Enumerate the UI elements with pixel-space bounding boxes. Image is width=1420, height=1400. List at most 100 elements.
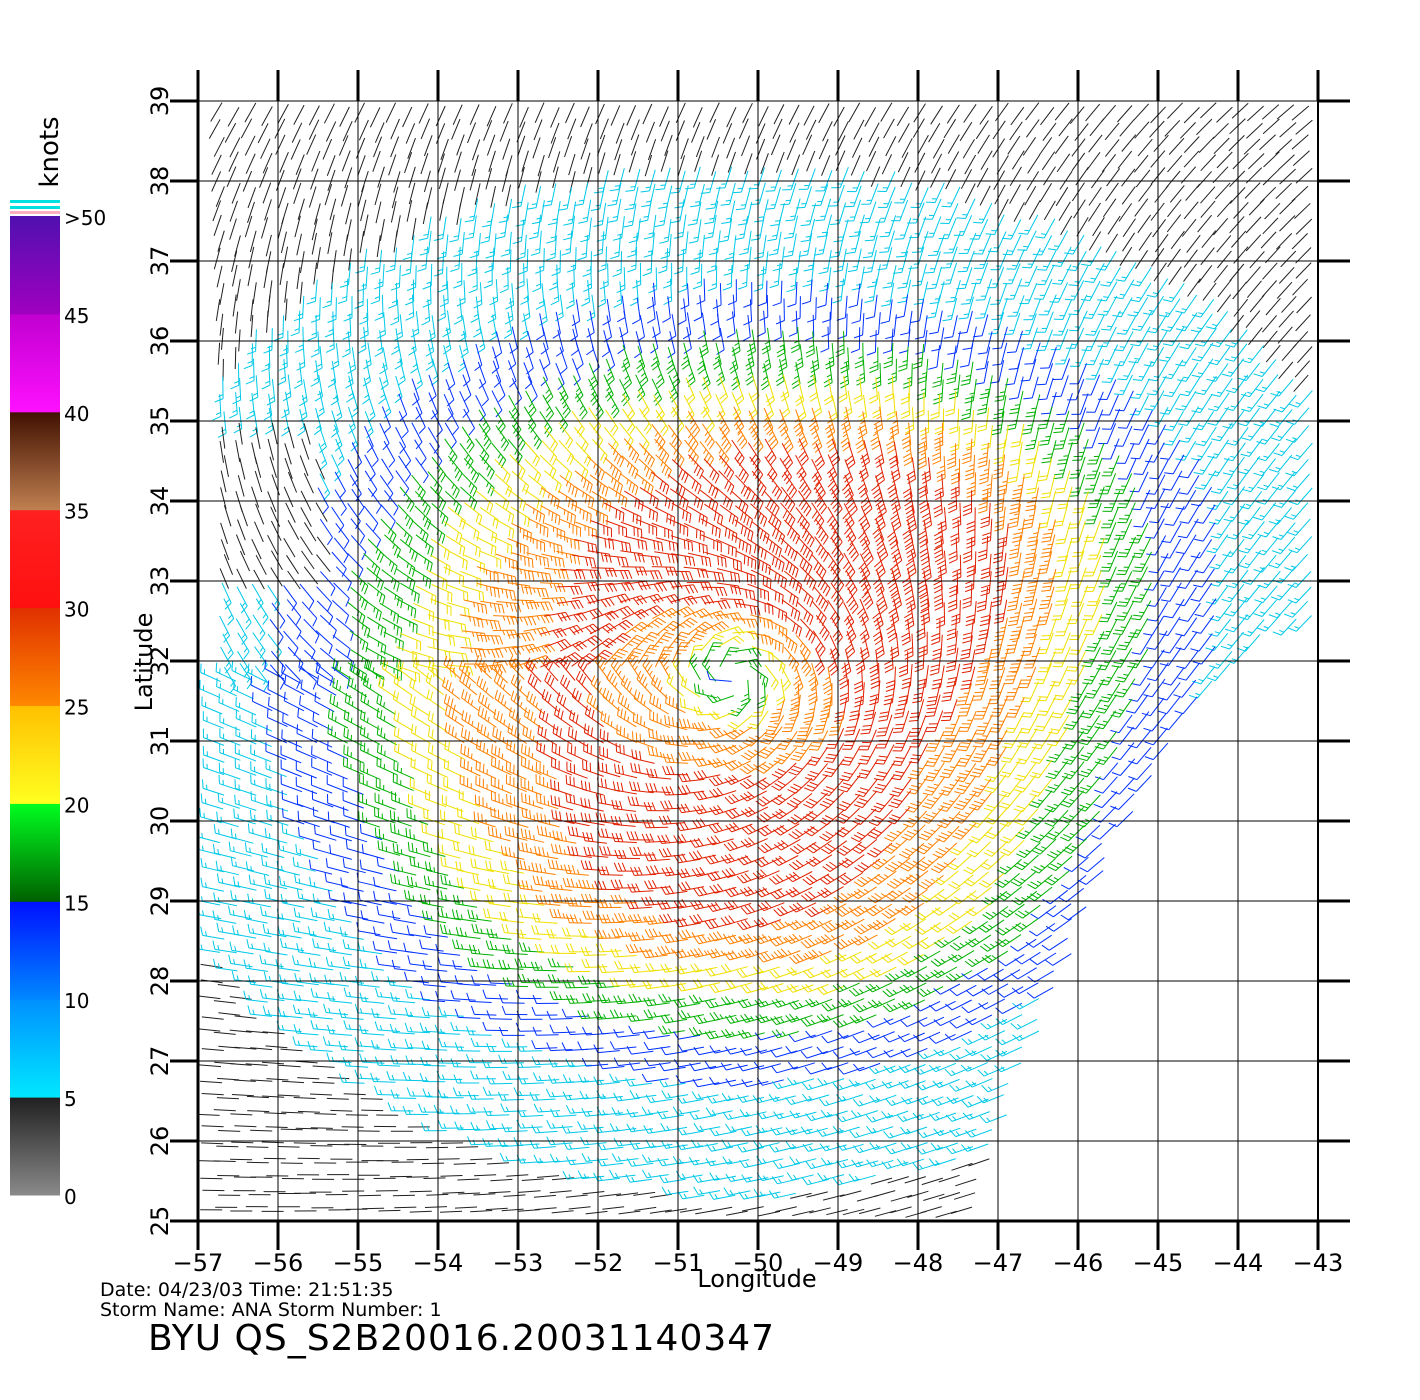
wind-barb (1037, 250, 1057, 271)
wind-barb (533, 1194, 556, 1198)
wind-barb (736, 1144, 764, 1153)
wind-barb (675, 1170, 703, 1180)
wind-barb (758, 106, 769, 127)
wind-barb (1291, 233, 1308, 250)
wind-barb (1229, 314, 1244, 333)
wind-barb (216, 265, 223, 288)
wind-barb (324, 872, 348, 888)
wind-barb (801, 983, 829, 993)
wind-barb (574, 182, 589, 207)
wind-barb (404, 1038, 431, 1050)
wind-barb (702, 376, 712, 404)
wind-barb (722, 1111, 750, 1120)
wind-barb (1012, 918, 1039, 932)
wind-barb (763, 584, 784, 605)
wind-barb (1269, 454, 1293, 473)
wind-barb (905, 585, 916, 613)
wind-barb (646, 296, 656, 324)
wind-barb (421, 823, 444, 840)
wind-barb (565, 1194, 588, 1198)
wind-barb (230, 828, 254, 844)
wind-barb (1270, 378, 1294, 397)
wind-barb (1287, 571, 1312, 588)
wind-barb (367, 394, 376, 423)
wind-barb (330, 343, 340, 370)
wind-barb (607, 391, 620, 419)
wind-barb (375, 201, 382, 224)
wind-barb (720, 554, 742, 571)
wind-barb (660, 120, 670, 142)
wind-barb (1130, 424, 1150, 445)
wind-barb (1280, 250, 1297, 268)
wind-barb (310, 360, 320, 387)
wind-barb (772, 315, 782, 342)
wind-barb (1027, 874, 1053, 890)
wind-barb (973, 698, 992, 720)
wind-barb (383, 391, 392, 419)
wind-barb (989, 634, 1005, 659)
wind-barb (521, 1178, 544, 1181)
wind-barb (1088, 134, 1103, 153)
wind-barb (325, 121, 337, 142)
wind-barb (652, 311, 661, 339)
wind-barb (1025, 615, 1041, 639)
wind-barb (629, 279, 639, 307)
wind-barb (1036, 311, 1054, 333)
wind-barb (734, 505, 753, 529)
wind-barb (737, 1063, 765, 1072)
wind-barb (200, 793, 224, 810)
wind-barb (370, 1072, 396, 1083)
wind-barb (671, 642, 691, 663)
wind-barb (442, 1191, 465, 1194)
wind-barb (795, 550, 813, 576)
lon-tick-label: −49 (813, 1249, 864, 1277)
wind-barb (471, 139, 481, 161)
wind-barb (1044, 870, 1070, 886)
wind-barb (760, 153, 769, 175)
wind-barb (1145, 488, 1166, 509)
wind-barb (567, 118, 577, 140)
wind-barb (830, 489, 843, 517)
wind-barb (1257, 519, 1281, 538)
wind-barb (1025, 119, 1040, 138)
wind-barb (218, 762, 241, 780)
wind-barb (408, 182, 416, 205)
wind-barb (1061, 746, 1085, 765)
wind-barb (631, 749, 655, 764)
wind-barb (931, 327, 945, 352)
wind-barb (500, 1103, 527, 1113)
wind-barb (436, 1070, 463, 1080)
wind-barb (1286, 473, 1310, 492)
wind-barb (687, 410, 701, 438)
wind-barb (364, 411, 374, 439)
wind-barb (840, 347, 850, 374)
wind-barb (1241, 619, 1265, 637)
wind-barb (809, 1207, 831, 1214)
wind-barb (740, 790, 767, 802)
wind-barb (536, 1175, 560, 1178)
wind-barb (845, 570, 858, 598)
wind-barb (419, 939, 444, 952)
wind-barb (720, 1062, 748, 1071)
wind-barb (1061, 777, 1085, 796)
wind-barb (920, 1206, 942, 1214)
wind-barb (499, 1152, 527, 1162)
wind-barb (1041, 937, 1068, 951)
wind-barb (899, 982, 927, 994)
wind-barb (626, 105, 637, 126)
wind-barb (882, 838, 908, 854)
wind-barb (227, 107, 240, 127)
wind-barbs-layer (198, 102, 1313, 1218)
wind-barb (887, 470, 898, 498)
wind-barb (969, 218, 989, 240)
wind-barb (229, 218, 237, 240)
wind-barb (688, 850, 716, 861)
wind-barb (583, 265, 592, 293)
wind-barb (943, 315, 958, 339)
wind-barb (721, 867, 749, 878)
wind-barb (458, 1192, 481, 1195)
wind-barb (219, 568, 230, 589)
wind-barb (459, 390, 470, 419)
wind-barb (918, 631, 928, 658)
wind-barb (301, 601, 318, 627)
